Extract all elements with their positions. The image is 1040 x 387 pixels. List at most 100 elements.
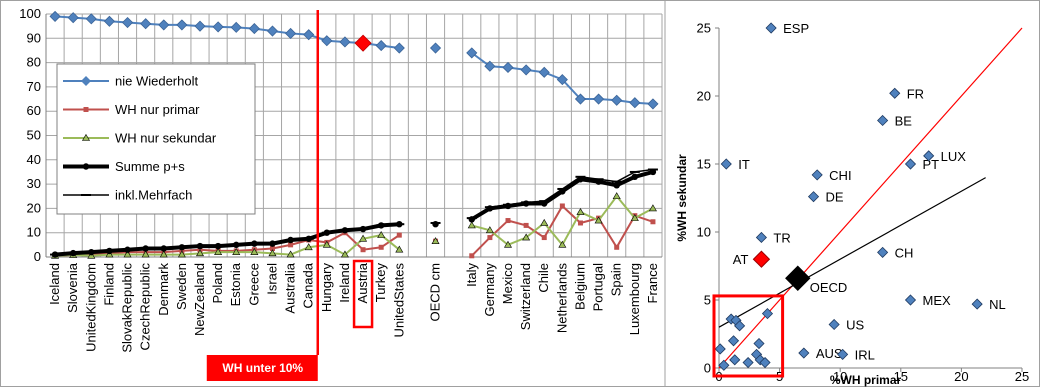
scatter-label-aus: AUS bbox=[816, 346, 843, 361]
point-wh-nur-sekundar-6 bbox=[159, 250, 168, 258]
point-wh-nur-primar-19 bbox=[396, 232, 402, 238]
point-wh-nur-sekundar-28 bbox=[558, 240, 567, 248]
scatter-point-20 bbox=[753, 337, 765, 350]
point-wh-nur-sekundar-18 bbox=[377, 231, 386, 238]
x-tick-germany: Germany bbox=[482, 263, 497, 317]
legend-marker-nie-wiederholt bbox=[81, 76, 91, 86]
point-summe-p-s-21 bbox=[432, 220, 439, 228]
scatter-point-24 bbox=[742, 356, 754, 369]
scatter-point-19 bbox=[761, 308, 774, 320]
scatter-label-us: US bbox=[846, 317, 864, 332]
legend-label-inkl-mehrfach: inkl.Mehrfach bbox=[115, 188, 192, 203]
x-tick-slovenia: Slovenia bbox=[65, 262, 80, 313]
point-nie-wiederholt-6 bbox=[158, 19, 170, 31]
x-tick-israel: Israel bbox=[264, 263, 279, 295]
point-wh-nur-primar-27 bbox=[541, 235, 547, 241]
point-nie-wiederholt-28 bbox=[556, 74, 568, 86]
point-wh-nur-sekundar-29 bbox=[576, 207, 585, 215]
point-wh-nur-sekundar-15 bbox=[322, 240, 331, 248]
left-y-tick-labels: 0 10 20 30 40 50 60 70 80 90 100 bbox=[19, 6, 41, 264]
point-nie-wiederholt-29 bbox=[574, 93, 587, 105]
x-tick-turkey: Turkey bbox=[373, 263, 388, 303]
x-tick-hungary: Hungary bbox=[319, 263, 334, 313]
point-nie-wiederholt-16 bbox=[339, 36, 351, 48]
scatter-label-tr: TR bbox=[773, 230, 790, 245]
x-tick-unitedkingdom: UnitedKingdom bbox=[83, 263, 98, 352]
scatter-point-oecd bbox=[785, 265, 811, 291]
left-y-tick-40: 40 bbox=[27, 152, 41, 167]
scatter-label-mex: MEX bbox=[922, 293, 951, 308]
point-nie-wiederholt-10 bbox=[230, 21, 242, 33]
point-wh-nur-sekundar-13 bbox=[286, 250, 295, 258]
point-summe-p-s-26 bbox=[522, 200, 530, 207]
scatter-label-chi: CHI bbox=[829, 168, 851, 183]
scatter-label-nl: NL bbox=[989, 297, 1006, 312]
scatter-point-nl bbox=[971, 298, 983, 310]
left-y-tick-20: 20 bbox=[27, 200, 41, 215]
x-tick-ireland: Ireland bbox=[337, 263, 352, 303]
x-tick-finland: Finland bbox=[101, 263, 116, 306]
left-x-tick-labels: Iceland Slovenia UnitedKingdom Finland Slova… bbox=[47, 262, 660, 352]
legend: nie Wiederholt WH nur primar WH nur sekund… bbox=[56, 63, 256, 215]
point-wh-nur-sekundar-10 bbox=[232, 248, 241, 255]
point-nie-wiederholt-23 bbox=[466, 47, 478, 59]
point-wh-nur-sekundar-19 bbox=[395, 245, 404, 253]
point-nie-wiederholt-11 bbox=[248, 23, 260, 35]
left-y-tick-90: 90 bbox=[27, 30, 41, 45]
legend-label-nie-wiederholt: nie Wiederholt bbox=[115, 74, 198, 89]
point-nie-wiederholt-12 bbox=[266, 25, 279, 37]
left-series-group bbox=[49, 10, 659, 259]
scatter-y-axis-label: %WH sekundar bbox=[675, 154, 689, 242]
point-wh-nur-primar-28 bbox=[559, 203, 565, 209]
scatter-label-pt: PT bbox=[922, 157, 939, 172]
x-tick-spain: Spain bbox=[609, 263, 624, 296]
x-tick-austria: Austria bbox=[355, 262, 370, 303]
scatter-x-tick-25: 25 bbox=[1015, 369, 1029, 384]
left-y-tick-60: 60 bbox=[27, 103, 41, 118]
scatter-x-axis-label: %WH primar bbox=[830, 373, 902, 387]
point-wh-nur-primar-18 bbox=[378, 244, 384, 250]
point-summe-p-s-31 bbox=[613, 182, 620, 189]
x-tick-australia: Australia bbox=[283, 262, 298, 313]
scatter-point-esp bbox=[765, 22, 777, 34]
point-nie-wiederholt-26 bbox=[520, 64, 532, 76]
point-wh-nur-sekundar-5 bbox=[141, 250, 150, 258]
x-tick-sweden: Sweden bbox=[174, 263, 189, 310]
point-wh-nur-sekundar-26 bbox=[522, 233, 531, 241]
x-tick-mexico: Mexico bbox=[500, 263, 515, 304]
point-nie-wiederholt-21 bbox=[429, 42, 442, 54]
series-line-wh-nur-sekundar-0 bbox=[55, 234, 400, 257]
x-tick-portugal: Portugal bbox=[591, 263, 606, 312]
scatter-label-fr: FR bbox=[907, 86, 924, 101]
point-nie-wiederholt-2 bbox=[85, 13, 97, 25]
point-nie-wiederholt-18 bbox=[375, 40, 387, 52]
point-wh-nur-sekundar-7 bbox=[177, 250, 186, 258]
point-wh-nur-sekundar-30 bbox=[594, 216, 603, 224]
point-wh-nur-primar-29 bbox=[577, 220, 583, 226]
point-wh-nur-primar-25 bbox=[505, 218, 511, 224]
point-wh-nur-primar-23 bbox=[469, 253, 475, 259]
left-y-tick-70: 70 bbox=[27, 79, 41, 94]
scatter-label-ch: CH bbox=[895, 245, 914, 260]
scatter-point-ch bbox=[877, 246, 889, 258]
x-tick-netherlands: Netherlands bbox=[554, 263, 569, 334]
scatter-x-tick-15: 15 bbox=[894, 369, 908, 384]
x-tick-canada: Canada bbox=[301, 262, 316, 308]
point-wh-nur-sekundar-12 bbox=[268, 249, 277, 257]
threshold-label: WH unter 10% bbox=[222, 361, 303, 375]
scatter-point-17 bbox=[734, 320, 746, 332]
scatter-point-chi bbox=[811, 169, 823, 181]
scatter-label-oecd: OECD bbox=[810, 280, 848, 295]
x-tick-poland: Poland bbox=[210, 263, 225, 303]
point-wh-nur-sekundar-16 bbox=[340, 250, 349, 258]
point-wh-nur-sekundar-8 bbox=[195, 249, 205, 257]
x-tick-switzerland: Switzerland bbox=[518, 263, 533, 330]
point-wh-nur-sekundar-33 bbox=[648, 204, 657, 212]
point-summe-p-s-32 bbox=[631, 173, 639, 181]
legend-marker-summe-p-s bbox=[82, 163, 90, 170]
legend-label-wh-nur-sekundar: WH nur sekundar bbox=[115, 131, 217, 146]
x-tick-luxembourg: Luxembourg bbox=[627, 263, 642, 335]
scatter-label-be: BE bbox=[895, 113, 913, 128]
threshold-label-box bbox=[206, 355, 318, 381]
